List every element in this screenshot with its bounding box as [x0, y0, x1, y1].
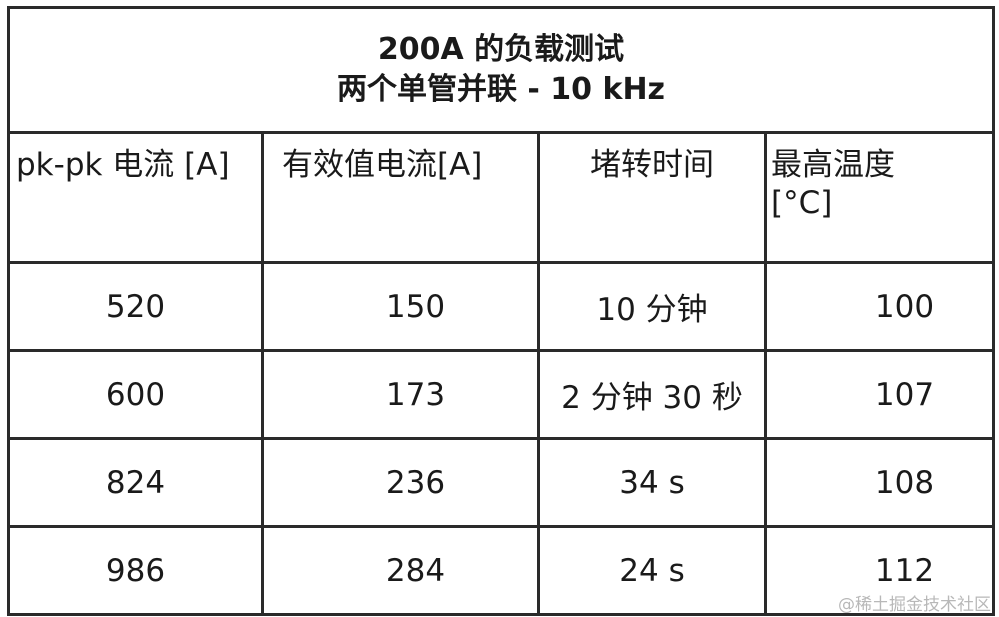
data-cell: 108 — [764, 437, 995, 528]
title-cell: 200A 的负载测试 两个单管并联 - 10 kHz — [7, 6, 995, 134]
header-cell: 有效值电流[A] — [261, 131, 540, 264]
title-line: 两个单管并联 - 10 kHz — [336, 72, 666, 107]
table-body: 200A 的负载测试 两个单管并联 - 10 kHz pk-pk 电流 [A] 有… — [7, 6, 995, 616]
data-cell: 10 分钟 — [537, 261, 767, 352]
data-cell: 236 — [261, 437, 540, 528]
data-row: 986 284 24 s 112 — [7, 525, 995, 616]
data-row: 600 173 2 分钟 30 秒 107 — [7, 349, 995, 440]
data-cell: 150 — [261, 261, 540, 352]
header-row: pk-pk 电流 [A] 有效值电流[A] 堵转时间 最高温度 [°C] — [7, 131, 995, 264]
data-cell: 824 — [7, 437, 264, 528]
data-cell: 34 s — [537, 437, 767, 528]
data-cell: 600 — [7, 349, 264, 440]
data-cell: 284 — [261, 525, 540, 616]
data-cell: 2 分钟 30 秒 — [537, 349, 767, 440]
data-table: 200A 的负载测试 两个单管并联 - 10 kHz pk-pk 电流 [A] 有… — [7, 6, 995, 616]
data-cell: 100 — [764, 261, 995, 352]
data-cell: 112 — [764, 525, 995, 616]
header-cell: 最高温度 [°C] — [764, 131, 995, 264]
watermark: @稀土掘金技术社区 — [838, 595, 991, 615]
data-cell: 173 — [261, 349, 540, 440]
header-cell: pk-pk 电流 [A] — [7, 131, 264, 264]
data-cell: 986 — [7, 525, 264, 616]
data-cell: 520 — [7, 261, 264, 352]
data-cell: 107 — [764, 349, 995, 440]
data-cell: 24 s — [537, 525, 767, 616]
title-row: 200A 的负载测试 两个单管并联 - 10 kHz — [7, 6, 995, 134]
title-line: 200A 的负载测试 — [377, 32, 625, 67]
data-row: 520 150 10 分钟 100 — [7, 261, 995, 352]
data-row: 824 236 34 s 108 — [7, 437, 995, 528]
header-cell: 堵转时间 — [537, 131, 767, 264]
